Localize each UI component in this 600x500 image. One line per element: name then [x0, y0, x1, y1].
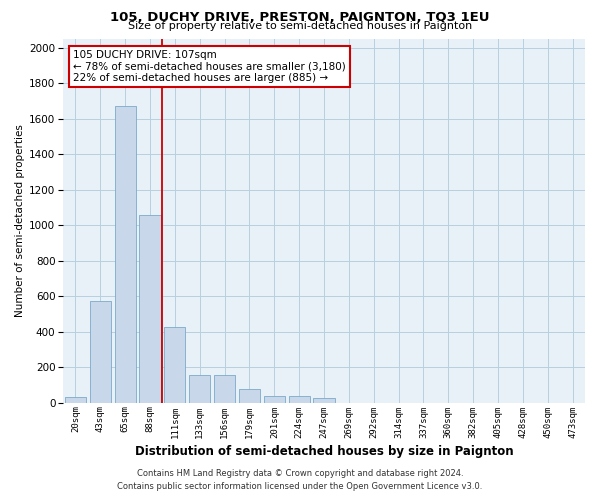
Bar: [115, 106, 136, 403]
Bar: [139, 214, 161, 402]
Text: 105 DUCHY DRIVE: 107sqm
← 78% of semi-detached houses are smaller (3,180)
22% of: 105 DUCHY DRIVE: 107sqm ← 78% of semi-de…: [73, 50, 346, 83]
Bar: [264, 396, 285, 402]
Bar: [164, 327, 185, 402]
Bar: [289, 396, 310, 402]
Text: Contains HM Land Registry data © Crown copyright and database right 2024.
Contai: Contains HM Land Registry data © Crown c…: [118, 470, 482, 491]
Bar: [65, 397, 86, 402]
X-axis label: Distribution of semi-detached houses by size in Paignton: Distribution of semi-detached houses by …: [135, 444, 514, 458]
Bar: [214, 375, 235, 402]
Text: 105, DUCHY DRIVE, PRESTON, PAIGNTON, TQ3 1EU: 105, DUCHY DRIVE, PRESTON, PAIGNTON, TQ3…: [110, 11, 490, 24]
Bar: [313, 398, 335, 402]
Bar: [189, 375, 211, 402]
Y-axis label: Number of semi-detached properties: Number of semi-detached properties: [15, 124, 25, 317]
Bar: [239, 389, 260, 402]
Text: Size of property relative to semi-detached houses in Paignton: Size of property relative to semi-detach…: [128, 21, 472, 31]
Bar: [90, 302, 111, 402]
